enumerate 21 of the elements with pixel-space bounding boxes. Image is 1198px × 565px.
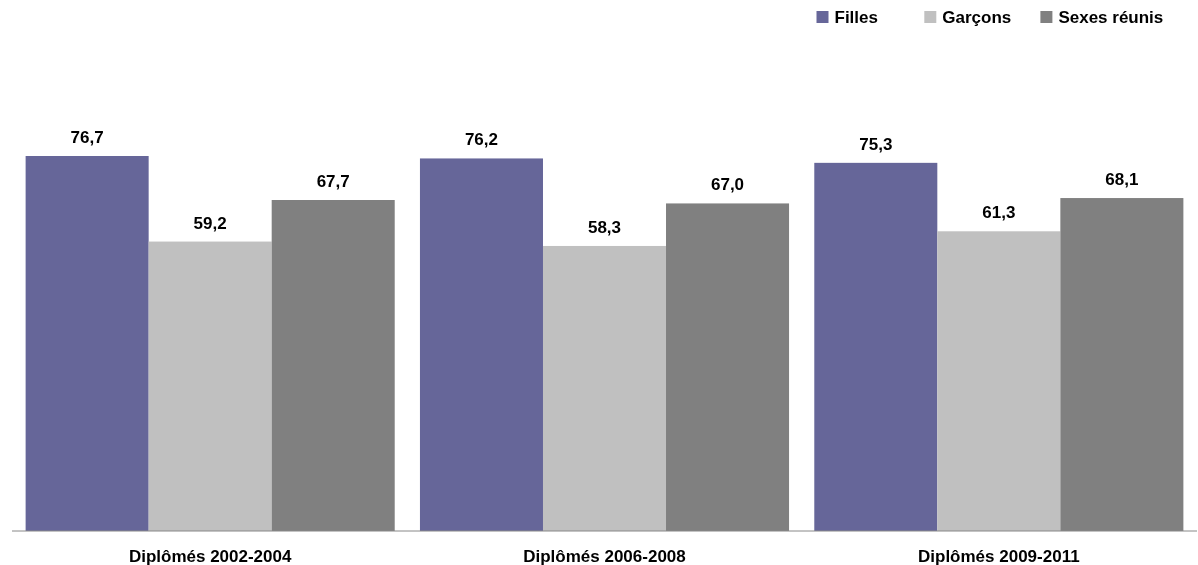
data-label: 61,3 [982, 203, 1016, 223]
bar [148, 241, 272, 531]
data-label: 59,2 [193, 213, 227, 233]
data-label: 67,7 [316, 172, 350, 191]
bar [419, 158, 543, 531]
data-label: 58,3 [587, 217, 622, 237]
data-label: 68,1 [1105, 170, 1139, 190]
legend-label: Sexes réunis [1058, 8, 1164, 27]
x-tick-label: Diplômés 2009-2011 [918, 547, 1080, 565]
x-tick-label: Diplômés 2006-2008 [523, 547, 686, 565]
data-label: 76,7 [70, 128, 104, 147]
legend-label: Garçons [942, 8, 1012, 27]
data-label: 67,0 [710, 175, 745, 195]
x-tick-label: Diplômés 2002-2004 [128, 547, 292, 565]
legend-label: Filles [834, 8, 878, 27]
data-label: 75,3 [859, 134, 893, 154]
bar [25, 156, 149, 531]
bar [937, 231, 1061, 531]
bar [814, 162, 938, 531]
data-label: 76,2 [464, 130, 499, 150]
bar [542, 245, 667, 531]
